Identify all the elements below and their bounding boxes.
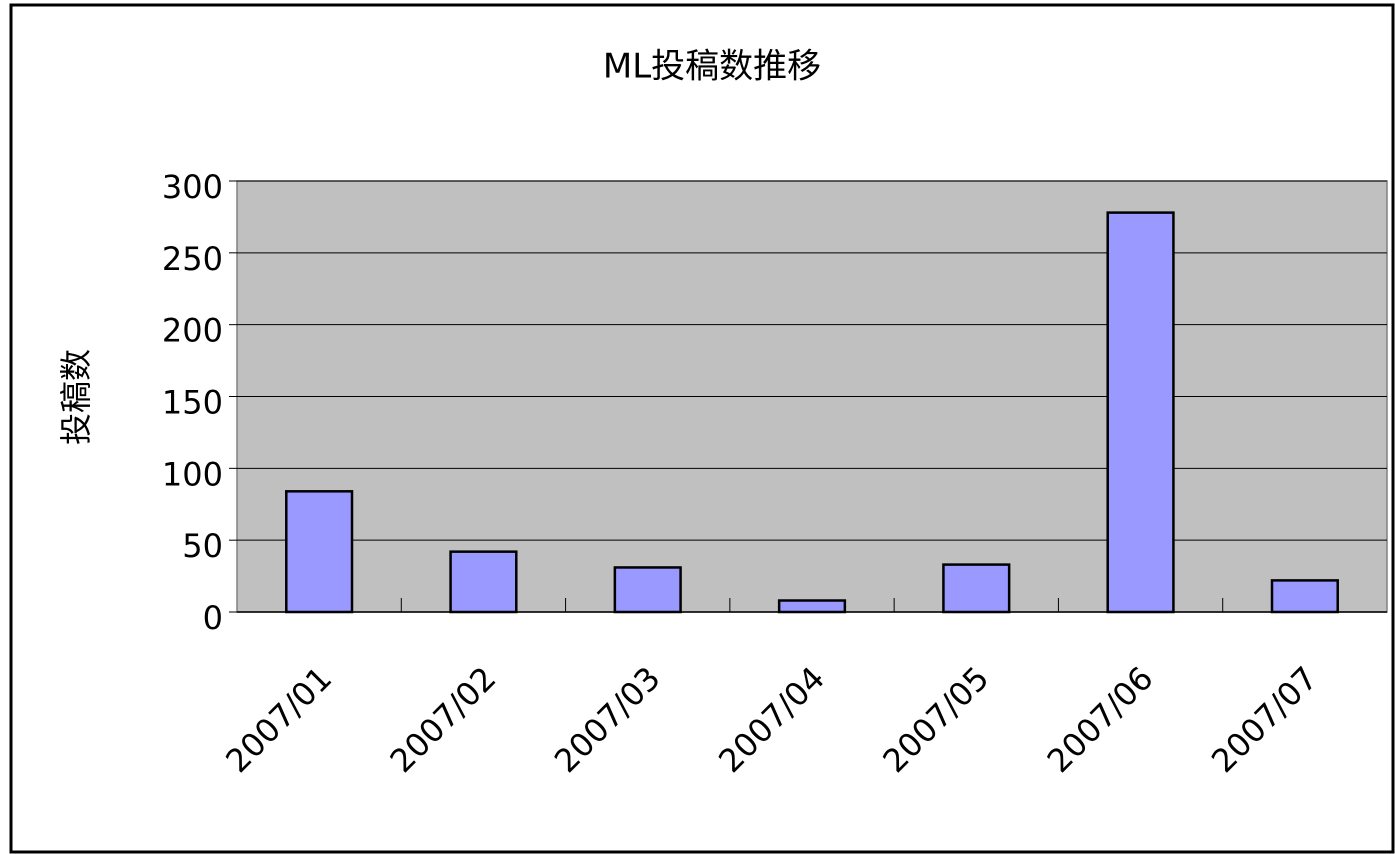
y-tick-label: 250 (162, 240, 223, 278)
bar (942, 563, 1011, 614)
y-tick-label: 100 (162, 455, 223, 493)
chart-title: ML投稿数推移 (603, 47, 821, 87)
bar (1106, 211, 1175, 614)
bar (1270, 579, 1339, 614)
y-tick-label: 200 (162, 312, 223, 350)
bar (777, 599, 847, 614)
y-axis-label: 投稿数 (57, 349, 95, 445)
bar (285, 490, 354, 614)
bar (613, 566, 682, 614)
y-tick-label: 300 (162, 168, 223, 206)
y-tick-label: 0 (203, 599, 223, 637)
bar (449, 550, 518, 614)
y-tick-label: 150 (162, 384, 223, 422)
y-tick-label: 50 (182, 527, 223, 565)
